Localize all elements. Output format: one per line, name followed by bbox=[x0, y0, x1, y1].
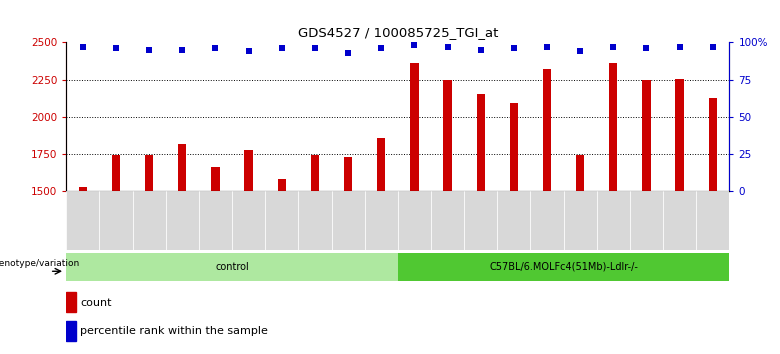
Bar bbox=[100, 191, 133, 250]
Point bbox=[474, 47, 487, 53]
Bar bbox=[79, 187, 87, 354]
Text: count: count bbox=[80, 298, 112, 308]
Bar bbox=[165, 191, 199, 250]
Bar bbox=[112, 155, 120, 354]
Bar bbox=[609, 63, 618, 354]
Bar bbox=[310, 155, 319, 354]
Bar bbox=[597, 191, 630, 250]
Title: GDS4527 / 100085725_TGI_at: GDS4527 / 100085725_TGI_at bbox=[298, 25, 498, 39]
Bar bbox=[278, 179, 286, 354]
Bar bbox=[344, 157, 353, 354]
Point bbox=[574, 48, 587, 54]
Point bbox=[275, 46, 288, 51]
Bar bbox=[377, 138, 385, 354]
Point bbox=[607, 44, 619, 50]
Bar bbox=[332, 191, 364, 250]
Text: C57BL/6.MOLFc4(51Mb)-Ldlr-/-: C57BL/6.MOLFc4(51Mb)-Ldlr-/- bbox=[489, 262, 638, 272]
Bar bbox=[663, 191, 696, 250]
Bar bbox=[431, 191, 464, 250]
Point bbox=[176, 47, 189, 53]
Point bbox=[309, 46, 321, 51]
Point bbox=[143, 47, 155, 53]
Bar bbox=[66, 292, 76, 312]
Point bbox=[508, 46, 520, 51]
Bar bbox=[464, 191, 498, 250]
Point bbox=[209, 46, 222, 51]
Bar bbox=[530, 191, 563, 250]
Text: control: control bbox=[215, 262, 249, 272]
Bar bbox=[232, 191, 265, 250]
Point bbox=[408, 42, 420, 48]
Bar bbox=[477, 94, 485, 354]
Point bbox=[375, 46, 388, 51]
Point bbox=[541, 44, 553, 50]
Bar bbox=[265, 191, 298, 250]
Bar bbox=[66, 321, 76, 341]
Bar bbox=[298, 191, 331, 250]
Bar bbox=[178, 144, 186, 354]
Bar bbox=[509, 103, 518, 354]
Bar bbox=[398, 253, 729, 281]
Bar bbox=[675, 79, 684, 354]
Bar bbox=[199, 191, 232, 250]
Bar bbox=[498, 191, 530, 250]
Bar bbox=[66, 191, 100, 250]
Point bbox=[673, 44, 686, 50]
Bar bbox=[211, 167, 220, 354]
Bar bbox=[410, 63, 419, 354]
Point bbox=[342, 50, 354, 56]
Bar bbox=[145, 155, 154, 354]
Bar bbox=[563, 191, 597, 250]
Bar bbox=[364, 191, 398, 250]
Point bbox=[110, 46, 122, 51]
Bar bbox=[629, 191, 663, 250]
Bar bbox=[244, 150, 253, 354]
Bar bbox=[697, 191, 729, 250]
Bar bbox=[543, 69, 551, 354]
Point bbox=[441, 44, 454, 50]
Bar bbox=[398, 191, 431, 250]
Bar bbox=[66, 253, 398, 281]
Bar bbox=[576, 155, 584, 354]
Text: genotype/variation: genotype/variation bbox=[0, 259, 80, 268]
Point bbox=[76, 44, 89, 50]
Point bbox=[640, 46, 653, 51]
Text: percentile rank within the sample: percentile rank within the sample bbox=[80, 326, 268, 336]
Bar bbox=[642, 80, 651, 354]
Point bbox=[707, 44, 719, 50]
Bar bbox=[443, 80, 452, 354]
Bar bbox=[708, 98, 717, 354]
Bar bbox=[133, 191, 166, 250]
Point bbox=[243, 48, 255, 54]
